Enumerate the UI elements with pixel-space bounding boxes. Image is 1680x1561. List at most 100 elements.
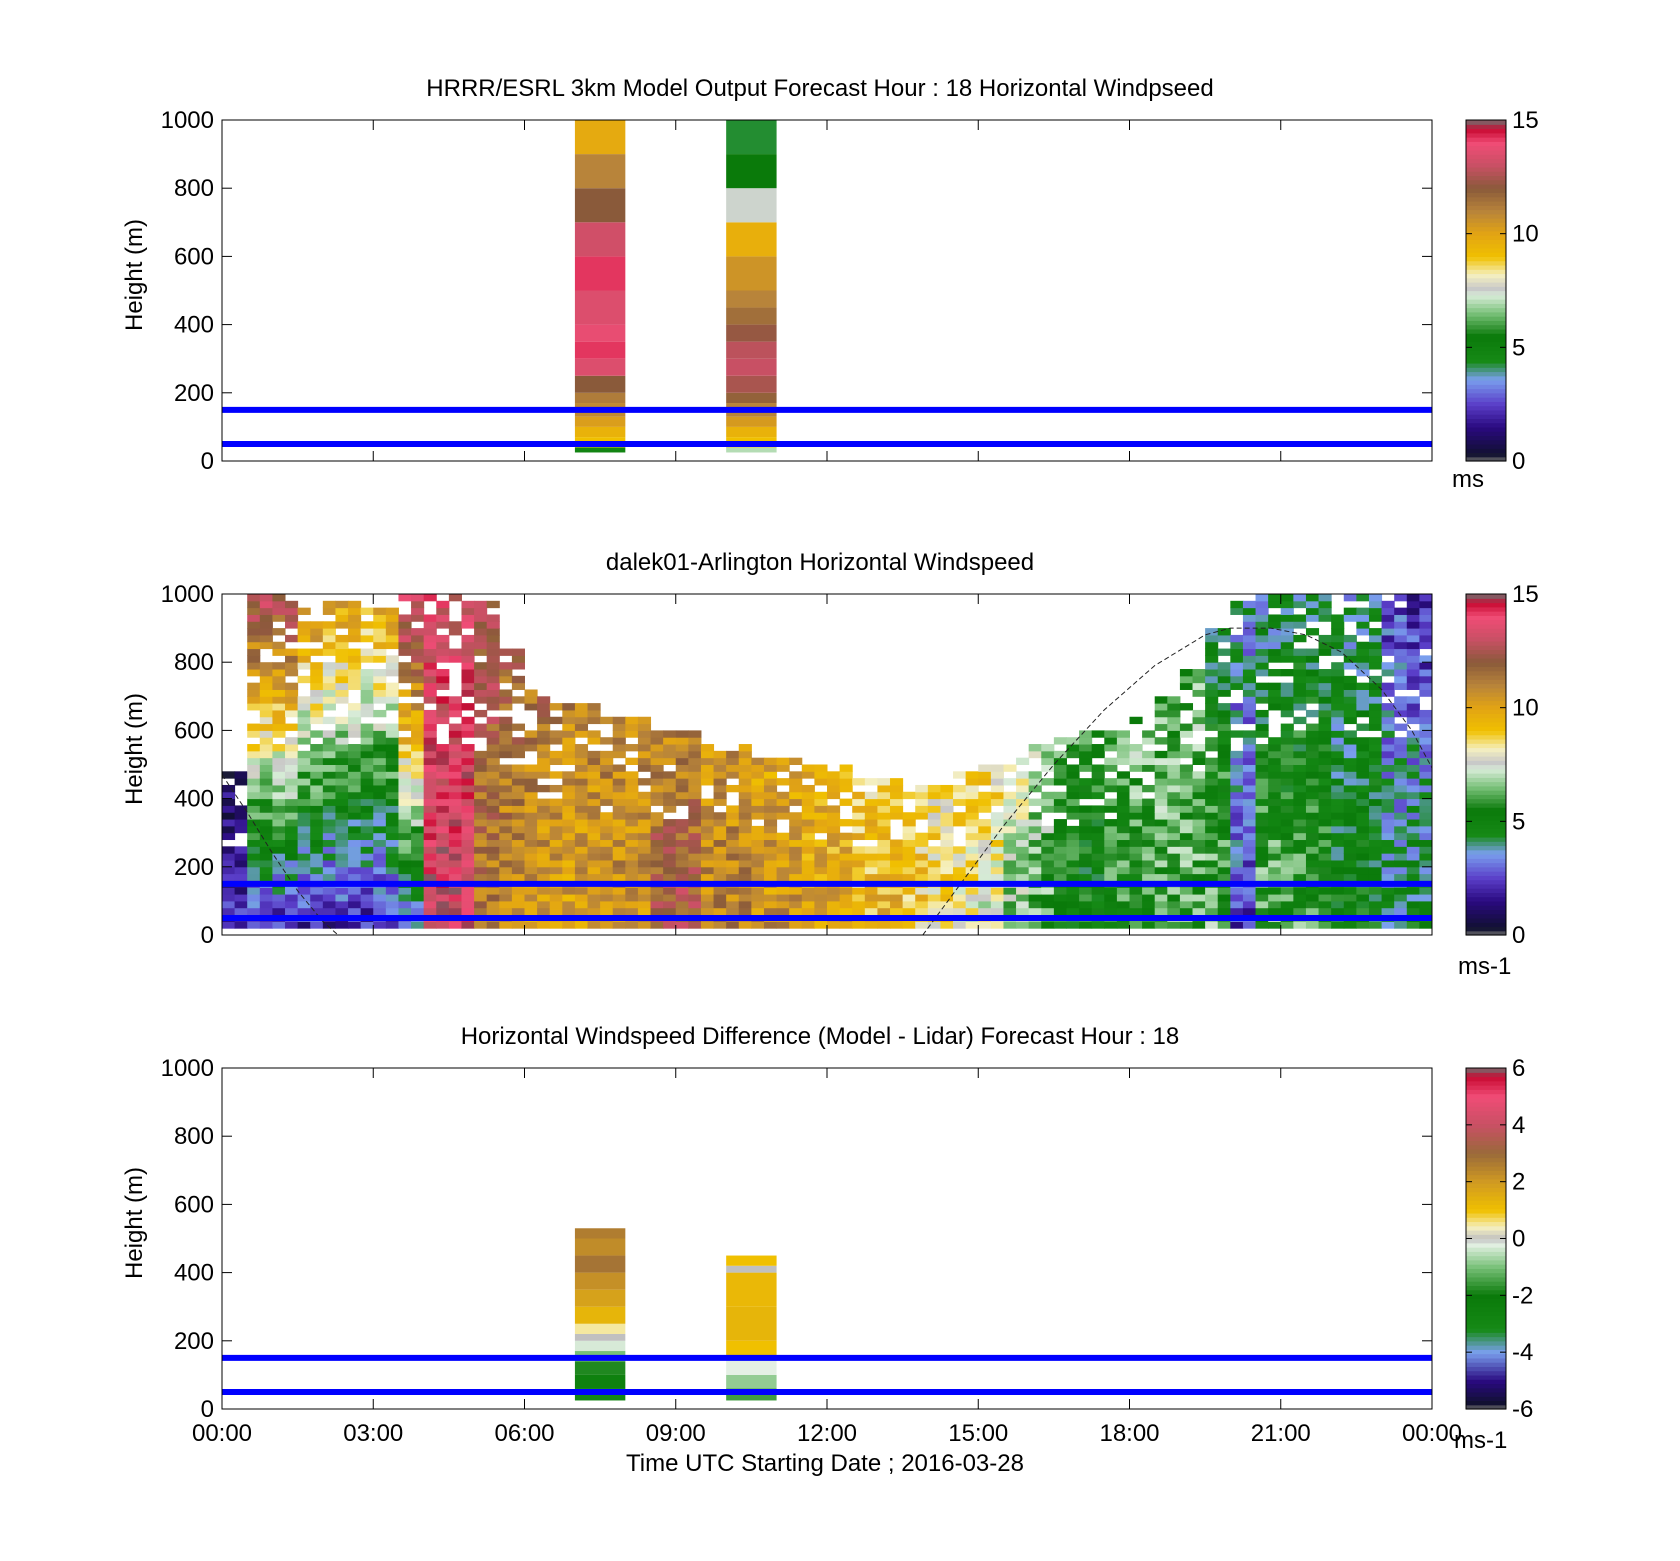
lidar-cell bbox=[1419, 662, 1432, 670]
lidar-cell bbox=[322, 696, 336, 704]
colorbar-segment bbox=[1466, 773, 1506, 778]
lidar-cell bbox=[1268, 621, 1282, 629]
lidar-cell bbox=[285, 696, 299, 704]
profile-cell bbox=[726, 256, 777, 291]
lidar-cell bbox=[990, 859, 1004, 868]
lidar-cell bbox=[1066, 853, 1080, 861]
lidar-cell bbox=[827, 866, 841, 875]
lidar-cell bbox=[511, 662, 525, 670]
lidar-cell bbox=[461, 675, 475, 684]
lidar-cell bbox=[222, 846, 236, 854]
profile-cell bbox=[726, 307, 777, 325]
lidar-cell bbox=[839, 846, 853, 854]
lidar-cell bbox=[789, 832, 803, 841]
lidar-cell bbox=[474, 784, 488, 793]
lidar-cell bbox=[461, 600, 475, 609]
lidar-cell bbox=[751, 832, 765, 841]
lidar-cell bbox=[1192, 894, 1206, 902]
lidar-cell bbox=[461, 778, 475, 786]
lidar-cell bbox=[852, 805, 866, 813]
lidar-cell bbox=[1331, 744, 1345, 752]
lidar-cell bbox=[1230, 900, 1244, 909]
lidar-cell bbox=[1280, 641, 1294, 650]
lidar-cell bbox=[385, 894, 399, 902]
lidar-cell bbox=[1280, 798, 1294, 806]
lidar-cell bbox=[1129, 716, 1143, 725]
lidar-cell bbox=[1179, 839, 1194, 847]
lidar-cell bbox=[1381, 784, 1395, 793]
lidar-cell bbox=[738, 784, 752, 793]
lidar-cell bbox=[524, 791, 538, 800]
lidar-cell bbox=[1167, 737, 1181, 745]
lidar-cell bbox=[259, 907, 273, 916]
lidar-cell bbox=[637, 812, 652, 820]
lidar-cell bbox=[1406, 641, 1420, 650]
lidar-cell bbox=[486, 628, 500, 636]
lidar-cell bbox=[285, 709, 299, 718]
lidar-cell bbox=[877, 873, 891, 881]
lidar-cell bbox=[234, 921, 248, 929]
lidar-cell bbox=[360, 791, 374, 800]
lidar-cell bbox=[877, 894, 891, 902]
lidar-cell bbox=[411, 662, 425, 670]
lidar-cell bbox=[688, 791, 702, 800]
lidar-cell bbox=[1368, 600, 1383, 609]
lidar-cell bbox=[612, 812, 626, 820]
profile-cell bbox=[574, 358, 626, 376]
lidar-cell bbox=[1381, 812, 1395, 820]
colorbar-segment bbox=[1466, 1328, 1506, 1333]
lidar-cell bbox=[486, 771, 500, 779]
lidar-cell bbox=[1066, 798, 1080, 806]
lidar-cell bbox=[474, 771, 488, 779]
lidar-cell bbox=[1318, 634, 1332, 643]
lidar-cell bbox=[600, 853, 614, 861]
lidar-cell bbox=[524, 730, 538, 738]
lidar-cell bbox=[537, 737, 551, 745]
lidar-cell bbox=[499, 662, 513, 670]
lidar-cell bbox=[1167, 825, 1181, 834]
lidar-cell bbox=[511, 846, 525, 854]
lidar-cell bbox=[852, 907, 866, 916]
lidar-cell bbox=[499, 791, 513, 800]
lidar-cell bbox=[587, 784, 601, 793]
lidar-cell bbox=[499, 689, 513, 697]
lidar-cell bbox=[1394, 675, 1408, 684]
lidar-cell bbox=[600, 750, 614, 759]
lidar-cell bbox=[272, 825, 286, 834]
lidar-cell bbox=[1406, 866, 1420, 875]
lidar-cell bbox=[1343, 866, 1357, 875]
lidar-cell bbox=[1394, 703, 1408, 711]
colorbar-segment bbox=[1466, 128, 1506, 134]
lidar-cell bbox=[587, 764, 601, 772]
lidar-cell bbox=[549, 873, 563, 881]
lidar-cell bbox=[675, 839, 689, 847]
lidar-cell bbox=[474, 723, 488, 731]
lidar-cell bbox=[234, 907, 248, 916]
lidar-cell bbox=[247, 791, 261, 800]
lidar-cell bbox=[839, 921, 853, 929]
lidar-cell bbox=[272, 805, 286, 813]
lidar-cell bbox=[272, 594, 286, 602]
lidar-cell bbox=[348, 907, 362, 916]
lidar-cell bbox=[1041, 750, 1055, 759]
profile-cell bbox=[574, 392, 626, 404]
lidar-cell bbox=[1142, 907, 1156, 916]
lidar-cell bbox=[688, 900, 702, 909]
lidar-cell bbox=[348, 634, 362, 643]
lidar-cell bbox=[1242, 887, 1257, 895]
lidar-cell bbox=[827, 771, 841, 779]
lidar-cell bbox=[574, 859, 589, 868]
lidar-cell bbox=[549, 839, 563, 847]
lidar-cell bbox=[297, 662, 311, 670]
lidar-cell bbox=[411, 894, 425, 902]
lidar-cell bbox=[1041, 859, 1055, 868]
lidar-cell bbox=[763, 805, 778, 813]
lidar-cell bbox=[1343, 873, 1357, 881]
lidar-cell bbox=[1053, 825, 1067, 834]
lidar-cell bbox=[411, 689, 425, 697]
profile-cell bbox=[574, 154, 626, 189]
lidar-cell bbox=[247, 771, 261, 779]
lidar-cell bbox=[335, 791, 349, 800]
lidar-cell bbox=[1205, 859, 1219, 868]
lidar-cell bbox=[852, 866, 866, 875]
